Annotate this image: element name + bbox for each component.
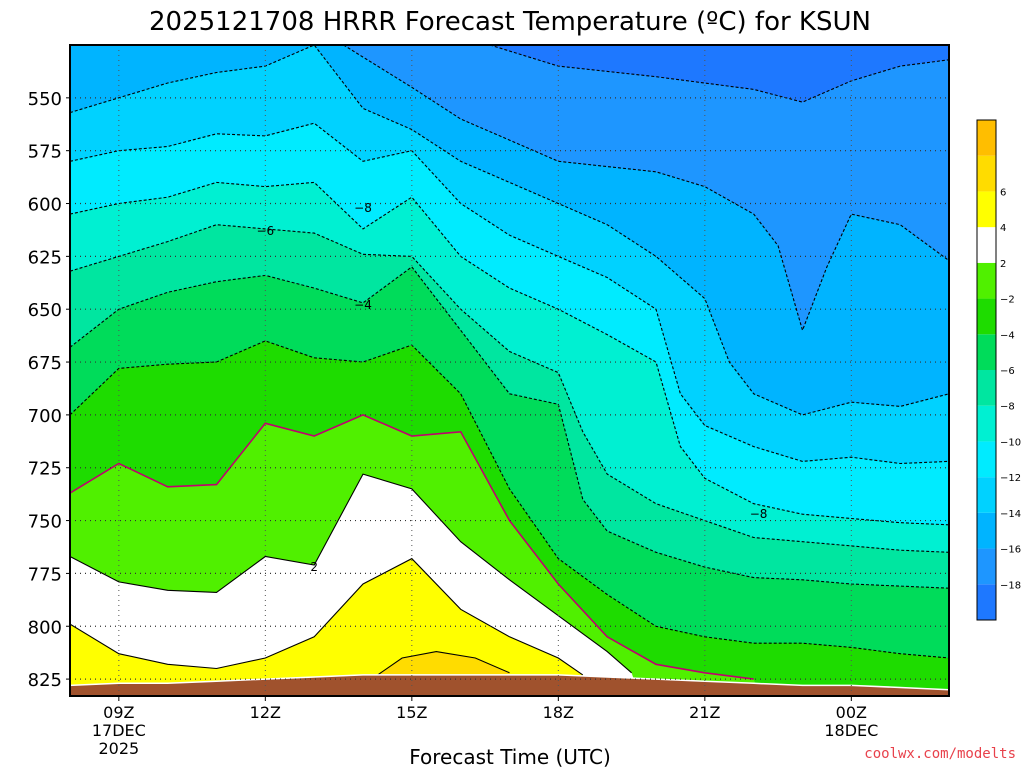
- y-tick-label: 725: [28, 459, 62, 480]
- terrain-layer: [70, 674, 949, 696]
- y-axis: 550 575 600 625 650 675 700 725 750 775 800 825: [28, 89, 70, 691]
- contour-line: [377, 651, 510, 676]
- colorbar-label: −8: [1000, 402, 1015, 413]
- contour-label: −6: [256, 224, 274, 238]
- y-tick-label: 675: [28, 353, 62, 374]
- y-tick-label: 575: [28, 142, 62, 163]
- plot-frame: [69, 44, 950, 697]
- x-tick-label: 21Z: [689, 703, 720, 722]
- x-tick-label: 15Z: [396, 703, 427, 722]
- colorbar-label: 4: [1000, 223, 1006, 234]
- contour-label: −8: [750, 507, 768, 521]
- colorbar-swatch: [977, 477, 996, 513]
- x-tick-label: 00Z: [836, 703, 867, 722]
- terrain-fill: [70, 674, 949, 696]
- chart-title: 2025121708 HRRR Forecast Temperature (ºC…: [149, 7, 871, 37]
- colorbar-swatch: [977, 227, 996, 263]
- x-tick-label: 17DEC: [92, 721, 146, 740]
- x-axis-label: Forecast Time (UTC): [409, 745, 611, 768]
- contour-line: [70, 266, 949, 589]
- contour-label: 2: [310, 560, 318, 574]
- y-tick-label: 600: [28, 195, 62, 216]
- contour-label: −8: [354, 201, 372, 215]
- contour-label: −4: [354, 298, 372, 312]
- y-tick-label: 825: [28, 670, 62, 691]
- y-tick-label: 750: [28, 512, 62, 533]
- credit-text: coolwx.com/modelts: [864, 746, 1016, 762]
- contour-line: [70, 45, 949, 416]
- colorbar-swatch: [977, 298, 996, 335]
- y-tick-label: 625: [28, 247, 62, 268]
- contour-line: [70, 557, 584, 676]
- x-tick-label: 18DEC: [824, 721, 878, 740]
- colorbar-label: −14: [1000, 509, 1021, 520]
- y-tick-label: 700: [28, 406, 62, 427]
- contour-line: [70, 122, 949, 465]
- temperature-fill-layer: [70, 45, 949, 696]
- colorbar-swatch: [977, 191, 996, 228]
- colorbar-swatch: [977, 548, 996, 585]
- contour-line: [343, 45, 949, 333]
- colorbar-label: −10: [1000, 437, 1021, 448]
- y-tick-label: 650: [28, 300, 62, 321]
- contour-line: [70, 181, 949, 526]
- y-tick-label: 550: [28, 89, 62, 110]
- grid-layer: [70, 45, 949, 696]
- colorbar-swatch: [977, 405, 996, 442]
- colorbar-swatch: [977, 334, 996, 370]
- y-tick-label: 800: [28, 617, 62, 638]
- colorbar-label: −2: [1000, 295, 1015, 306]
- colorbar-frame: [976, 119, 997, 621]
- contour-label-layer: −8 −6 −4 2 −8: [256, 201, 767, 574]
- colorbar-swatch: [977, 120, 996, 156]
- x-tick-label: 18Z: [543, 703, 574, 722]
- colorbar: −18 −16 −14 −12 −10 −8 −6 −4 −2 2 4 6: [976, 119, 1021, 621]
- y-tick-label: 775: [28, 564, 62, 585]
- contour-line: [489, 45, 949, 103]
- contour-line: [70, 340, 949, 659]
- x-tick-label: 2025: [98, 739, 139, 758]
- colorbar-swatch: [977, 441, 996, 478]
- colorbar-swatch: [977, 512, 996, 549]
- colorbar-swatch: [977, 584, 996, 620]
- colorbar-label: −16: [1000, 545, 1021, 556]
- x-tick-label: 09Z: [103, 703, 134, 722]
- colorbar-swatch: [977, 155, 996, 192]
- colorbar-label: 6: [1000, 187, 1006, 198]
- colorbar-swatch: [977, 370, 996, 406]
- colorbar-label: −18: [1000, 580, 1021, 591]
- contour-line: [70, 224, 949, 553]
- colorbar-label: −6: [1000, 366, 1015, 377]
- colorbar-label: −4: [1000, 330, 1015, 341]
- colorbar-swatch: [977, 262, 996, 299]
- x-tick-label: 12Z: [250, 703, 281, 722]
- colorbar-label: 2: [1000, 259, 1006, 270]
- contour-layer: [70, 45, 949, 680]
- colorbar-label: −12: [1000, 473, 1021, 484]
